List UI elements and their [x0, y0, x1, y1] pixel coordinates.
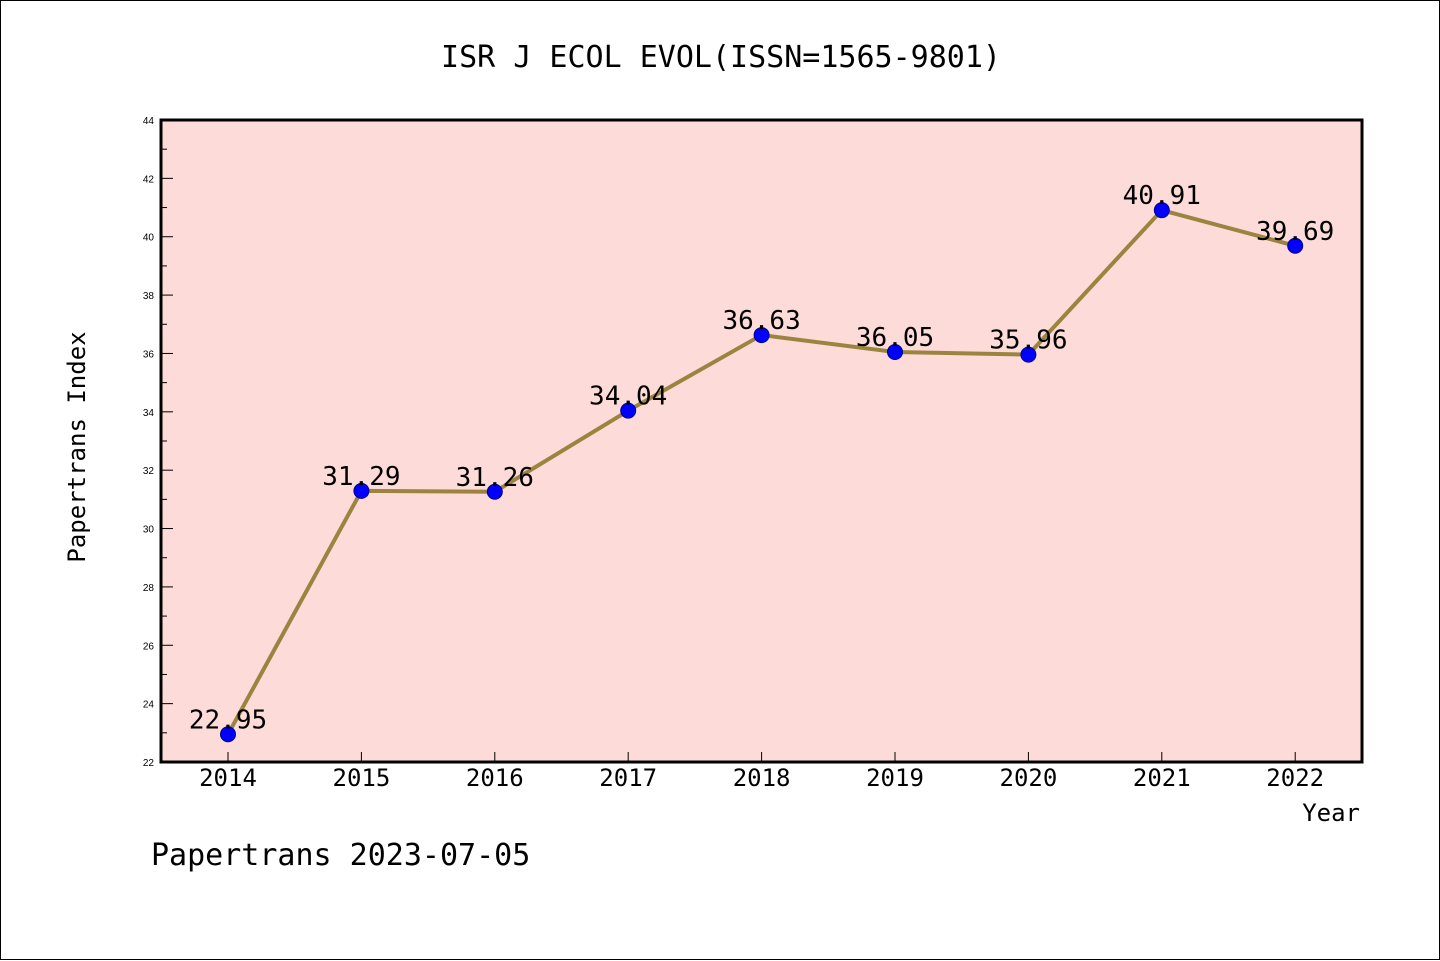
x-tick-label: 2019 — [866, 764, 924, 792]
footer-text: Papertrans 2023-07-05 — [151, 838, 530, 873]
y-tick-label: 24 — [143, 700, 155, 711]
x-tick-label: 2016 — [466, 764, 524, 792]
x-tick-label: 2017 — [599, 764, 657, 792]
x-axis: 2014 2015 2016 2017 2018 2019 2020 2021 2022 — [199, 752, 1324, 792]
data-label: 39.69 — [1256, 217, 1334, 247]
data-point — [887, 343, 903, 360]
chart-title: ISR J ECOL EVOL(ISSN=1565-9801) — [441, 40, 1001, 75]
data-label: 34.04 — [589, 382, 667, 412]
data-label: 36.63 — [722, 306, 800, 336]
data-point — [486, 483, 503, 500]
y-tick-label: 26 — [143, 641, 155, 652]
y-tick-label: 22 — [143, 758, 155, 769]
y-axis: 22 24 26 28 30 32 34 36 38 40 42 44 — [143, 116, 173, 769]
y-tick-label: 28 — [143, 583, 155, 594]
y-tick-label: 44 — [143, 116, 155, 127]
x-tick-label: 2022 — [1266, 764, 1324, 792]
data-point — [753, 327, 770, 344]
data-label: 40.91 — [1123, 181, 1201, 211]
data-point — [353, 482, 370, 499]
y-tick-label: 38 — [143, 291, 155, 302]
data-point — [620, 402, 637, 419]
data-label: 22.95 — [189, 705, 267, 735]
y-tick-label: 40 — [143, 233, 155, 244]
x-tick-label: 2020 — [1000, 764, 1058, 792]
data-point — [1020, 346, 1037, 363]
x-tick-label: 2015 — [333, 764, 391, 792]
plot-area — [159, 118, 1364, 764]
y-tick-label: 36 — [143, 349, 155, 360]
data-point — [220, 726, 236, 743]
data-point — [1153, 202, 1170, 219]
y-axis-label: Papertrans Index — [63, 331, 91, 562]
x-tick-label: 2018 — [733, 764, 791, 792]
data-label: 31.26 — [456, 463, 534, 493]
data-label: 36.05 — [856, 323, 934, 353]
data-point — [1287, 237, 1304, 254]
y-tick-label: 34 — [143, 408, 155, 419]
x-axis-label: Year — [1302, 799, 1360, 827]
x-tick-label: 2014 — [199, 764, 257, 792]
data-label: 31.29 — [322, 462, 400, 492]
y-tick-label: 30 — [143, 525, 155, 536]
series-papertrans-index: 22.95 31.29 31.26 34.04 36.63 36.05 35.96 40.91… — [189, 181, 1334, 743]
y-tick-label: 32 — [143, 466, 155, 477]
data-label: 35.96 — [989, 326, 1067, 356]
x-tick-label: 2021 — [1133, 764, 1191, 792]
y-tick-label: 42 — [143, 174, 155, 185]
